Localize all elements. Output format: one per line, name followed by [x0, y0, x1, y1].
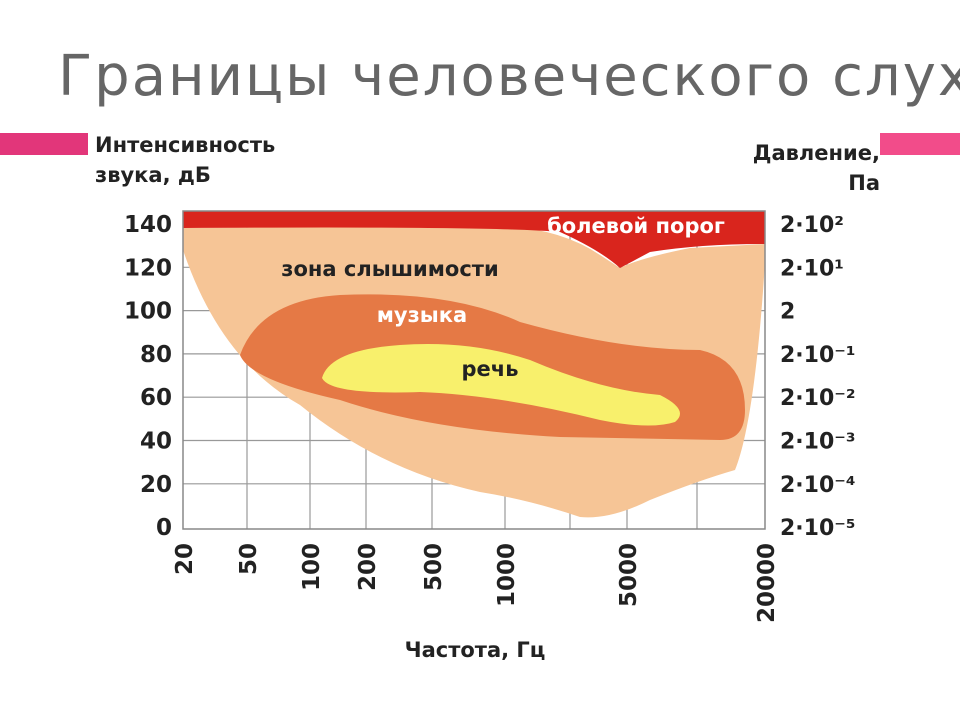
pain-threshold	[183, 211, 765, 268]
x-axis-title: Частота, Гц	[405, 638, 546, 662]
y2-tick-label: 2	[780, 300, 795, 325]
y-axis-title: звука, дБ	[95, 163, 211, 187]
tick-labels: 140 2·10² 120 2·10¹ 100 2 80 2·10⁻¹ 60 2·10⁻² 40 2·…	[124, 212, 856, 623]
plot-frame	[182, 210, 766, 530]
y-tick-label: 0	[156, 515, 172, 541]
x-tick-label: 20	[172, 543, 198, 575]
y-tick-label: 120	[124, 255, 172, 281]
y-tick-label: 80	[140, 342, 172, 368]
region-label: болевой порог	[547, 214, 725, 238]
y-tick-label: 40	[140, 429, 172, 455]
region-label: зона слышимости	[281, 257, 498, 281]
x-tick-label: 20000	[754, 543, 780, 623]
y2-axis-title: Давление,	[753, 141, 880, 165]
y-tick-label: 100	[124, 299, 172, 325]
x-tick-label: 200	[355, 543, 381, 591]
y-tick-label: 60	[140, 385, 172, 411]
y2-tick-label: 2·10⁻³	[780, 430, 856, 455]
y2-axis-title: Па	[848, 171, 880, 195]
y-tick-label: 140	[124, 212, 172, 238]
region-label: музыка	[377, 303, 467, 327]
x-tick-label: 500	[421, 543, 447, 591]
y-tick-label: 20	[140, 472, 172, 498]
accent-bar	[880, 133, 960, 155]
y2-tick-label: 2·10⁻¹	[780, 343, 856, 368]
y-axis-title: Интенсивность	[95, 133, 275, 157]
y2-tick-label: 2·10⁻²	[780, 386, 856, 411]
slide-title: Границы человеческого слуха	[58, 44, 960, 109]
x-tick-label: 1000	[494, 543, 520, 607]
accent-bar	[0, 133, 88, 155]
x-tick-label: 100	[299, 543, 325, 591]
y2-tick-label: 2·10⁻⁵	[780, 516, 856, 541]
y2-tick-label: 2·10⁻⁴	[780, 473, 856, 498]
region-label: речь	[462, 357, 519, 381]
speech-zone	[322, 344, 680, 426]
x-tick-label: 50	[236, 543, 262, 575]
y2-tick-label: 2·10¹	[780, 256, 844, 281]
x-tick-label: 5000	[616, 543, 642, 607]
y2-tick-label: 2·10²	[780, 213, 844, 238]
